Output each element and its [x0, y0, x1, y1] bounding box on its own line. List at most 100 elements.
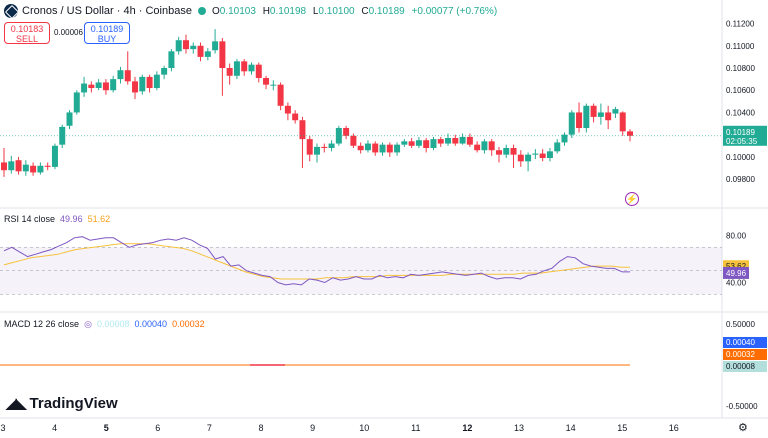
low-value: 0.10100 — [318, 5, 355, 17]
candle-body — [452, 138, 459, 144]
candle-body — [597, 112, 604, 117]
macd-legend[interactable]: MACD 12 26 close ◎ 0.00008 0.00040 0.000… — [4, 319, 205, 330]
candle-body — [546, 151, 553, 158]
candle-body — [8, 161, 15, 171]
rsi-line — [3, 236, 630, 286]
candle-body — [277, 84, 284, 106]
last-price-label: 0.10189 — [726, 128, 755, 137]
rsi-legend-label: RSI 14 close — [4, 214, 56, 224]
candle-body — [415, 140, 422, 146]
candle-body — [161, 68, 168, 75]
buy-button[interactable]: 0.10189 BUY — [84, 22, 130, 44]
symbol-title[interactable]: Cronos / US Dollar · 4h · Coinbase — [22, 5, 192, 17]
spread-value: 0.00006 — [54, 28, 83, 37]
low-label: L — [312, 5, 319, 17]
candle-body — [168, 51, 175, 68]
time-axis-tick: 5 — [104, 423, 109, 433]
lightning-alert-icon[interactable]: ⚡ — [625, 192, 639, 206]
candle-body — [284, 105, 291, 114]
rsi-axis-tick: 80.00 — [726, 232, 747, 241]
time-axis-tick: 6 — [155, 423, 160, 433]
candle-body — [343, 128, 350, 136]
candle-body — [175, 40, 182, 52]
market-status-icon[interactable] — [197, 7, 206, 15]
candle-body — [306, 139, 313, 155]
candle-body — [423, 140, 430, 148]
price-axis-tick: 0.10800 — [726, 64, 755, 73]
candle-body — [44, 165, 51, 167]
time-axis-tick: 7 — [207, 423, 212, 433]
rsi-legend[interactable]: RSI 14 close 49.96 51.62 — [4, 214, 110, 224]
candle-body — [525, 154, 532, 162]
candle-body — [350, 135, 357, 146]
candle-body — [576, 112, 583, 128]
open-label: O — [211, 5, 220, 17]
price-axis-tick: 0.10600 — [726, 86, 755, 95]
candle-body — [510, 148, 517, 155]
candle-body — [561, 134, 568, 143]
time-axis-tick: 16 — [669, 423, 679, 433]
candle-body — [364, 143, 371, 151]
candle-body — [102, 82, 109, 91]
candle-body — [495, 150, 502, 155]
candle-body — [88, 84, 95, 88]
candle-body — [124, 70, 131, 82]
candle-body — [379, 144, 386, 153]
candle-body — [488, 141, 495, 151]
hist-badge-label: 0.00008 — [726, 362, 755, 371]
candle-body — [81, 83, 88, 93]
tradingview-wordmark: TradingView — [29, 395, 118, 412]
candle-body — [212, 41, 219, 51]
candle-body — [255, 64, 262, 78]
tradingview-logo[interactable]: ◢◣ TradingView — [6, 395, 118, 412]
time-axis-tick: 15 — [617, 423, 627, 433]
macd-settings-icon[interactable]: ◎ — [84, 319, 92, 329]
candle-body — [539, 153, 546, 158]
cronos-logo-icon — [4, 4, 18, 18]
candle-body — [66, 112, 73, 126]
candle-body — [437, 139, 444, 144]
candle-body — [248, 64, 255, 72]
rsi-axis-tick: 40.00 — [726, 279, 747, 288]
candle-body — [459, 136, 466, 144]
ohlc-readout: O0.10103 H0.10198 L0.10100 C0.10189 +0.0… — [212, 6, 497, 17]
buy-price: 0.10189 — [90, 24, 124, 34]
candle-body — [481, 141, 488, 151]
settings-gear-icon[interactable]: ⚙ — [738, 422, 748, 434]
hist-badge — [723, 361, 767, 372]
candle-body — [241, 61, 248, 72]
candle-body — [372, 143, 379, 153]
candle-body — [394, 144, 401, 153]
candle-body — [226, 68, 233, 76]
rsi-ma-badge-label: 53.62 — [726, 262, 747, 271]
time-axis-tick: 13 — [514, 423, 524, 433]
rsi-ma-legend-value: 51.62 — [87, 214, 111, 224]
macd-badge — [723, 337, 767, 348]
candle-body — [430, 139, 437, 148]
candle-body — [605, 112, 612, 121]
candle-body — [22, 164, 29, 172]
candle-body — [503, 148, 510, 155]
signal-badge — [723, 349, 767, 360]
sell-button[interactable]: 0.10183 SELL — [4, 22, 50, 44]
candle-body — [612, 109, 619, 114]
countdown-label: 02:05:35 — [726, 137, 758, 146]
high-value: 0.10198 — [269, 5, 307, 17]
candle-body — [190, 45, 197, 50]
open-value: 0.10103 — [219, 5, 256, 17]
candle-body — [619, 112, 626, 132]
price-axis-tick: 0.11000 — [726, 42, 755, 51]
candle-body — [474, 144, 481, 151]
last-price-badge — [723, 125, 767, 146]
time-axis-tick: 8 — [258, 423, 263, 433]
sell-price: 0.10183 — [10, 24, 44, 34]
candle-body — [408, 141, 415, 146]
candle-body — [117, 70, 124, 80]
candle-body — [292, 113, 299, 121]
macd-line-legend-value: 0.00040 — [134, 319, 168, 329]
candle-body — [30, 165, 37, 173]
time-axis-tick: 4 — [52, 423, 57, 433]
time-axis-tick: 10 — [359, 423, 369, 433]
candle-body — [182, 40, 189, 50]
